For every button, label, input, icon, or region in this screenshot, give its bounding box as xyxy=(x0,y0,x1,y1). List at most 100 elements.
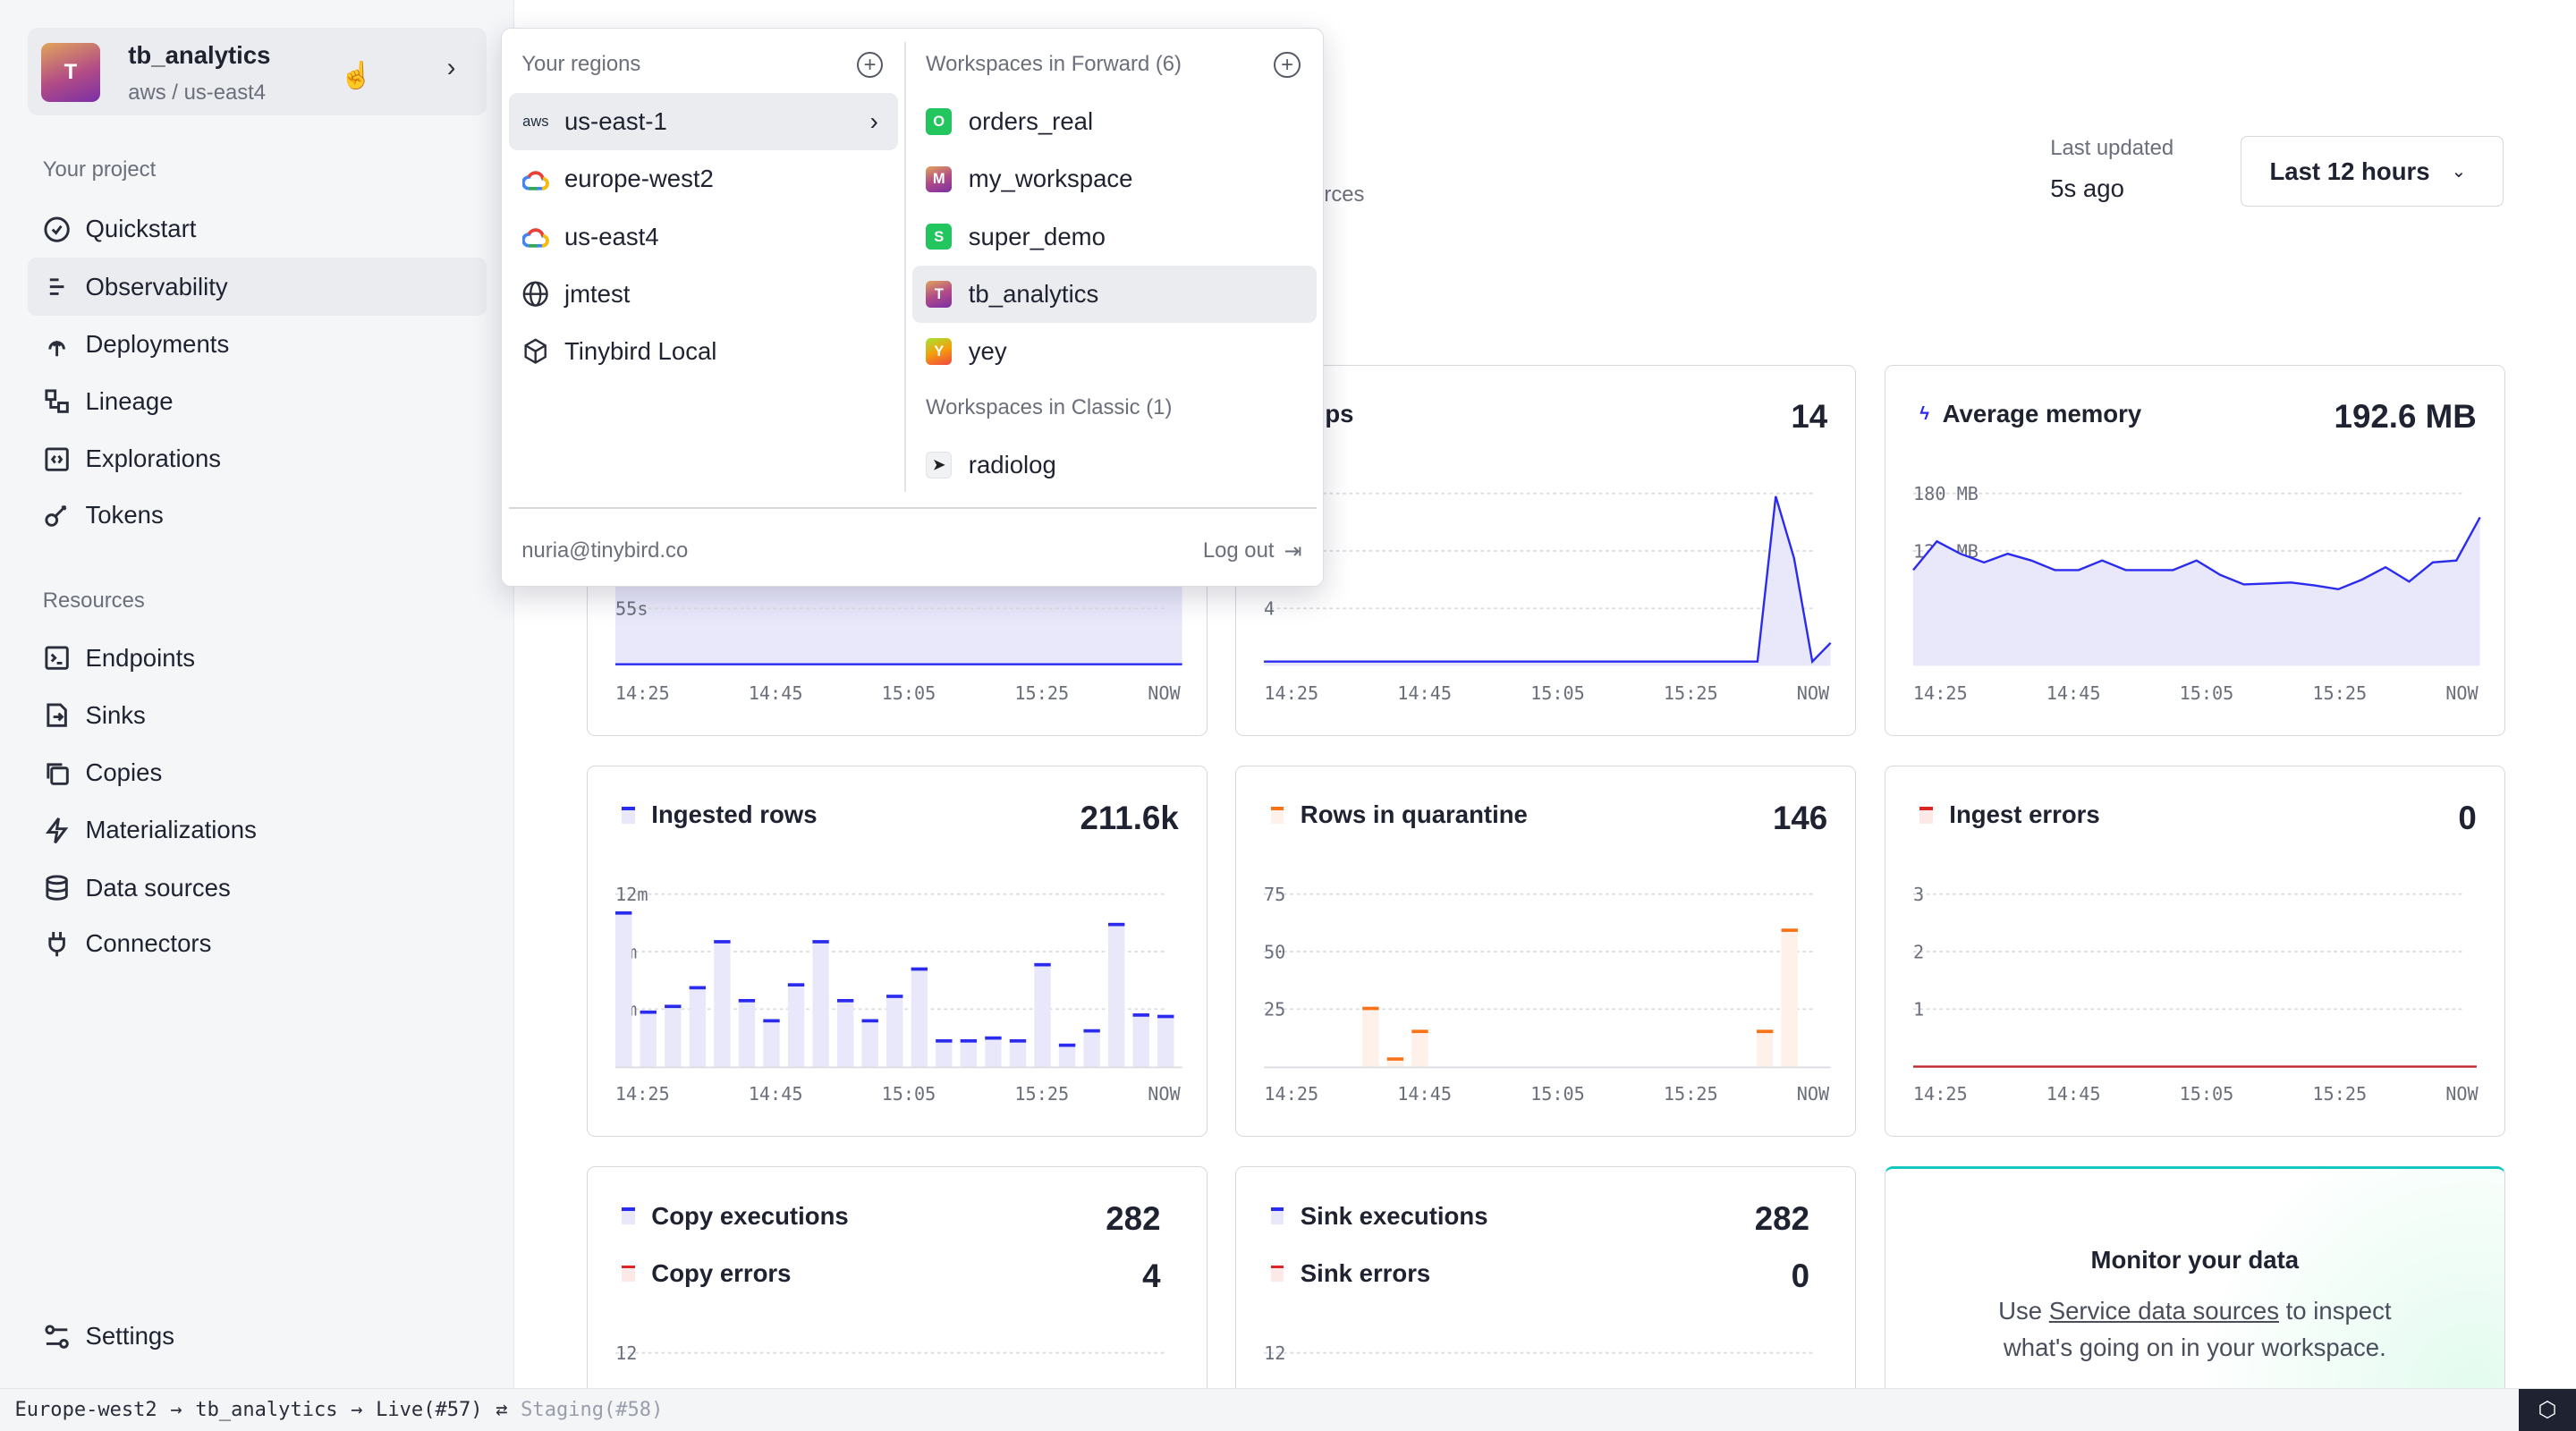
add-workspace-icon[interactable]: + xyxy=(1274,51,1301,79)
sidebar-item-quickstart[interactable]: Quickstart xyxy=(28,200,486,258)
cube-button-icon[interactable]: ⬡ xyxy=(2518,1389,2576,1431)
bar-cap xyxy=(640,1011,657,1014)
workspace-label: my_workspace xyxy=(968,165,1133,193)
sidebar-item-observability[interactable]: Observability xyxy=(28,258,487,316)
bar xyxy=(1781,928,1799,1067)
divider xyxy=(508,506,1318,509)
bar xyxy=(1157,1015,1174,1067)
chevron-down-icon: ⌄ xyxy=(2451,162,2467,182)
x-tick-label: 15:05 xyxy=(1530,1083,1585,1105)
sidebar-item-tokens[interactable]: Tokens xyxy=(28,487,486,544)
sidebar-item-lineage[interactable]: Lineage xyxy=(28,373,486,430)
y-tick-label: 50 xyxy=(1264,942,1285,963)
card-value: 282 xyxy=(1106,1199,1161,1237)
card-ingest-errors[interactable]: Ingest errors 0 3 2 1 14:25 14:45 15:05 15:25… xyxy=(1884,765,2505,1137)
classic-list: ➤ radiolog xyxy=(912,436,1317,494)
sidebar-item-materializations[interactable]: Materializations xyxy=(28,801,486,859)
tokens-icon xyxy=(45,505,67,527)
sidebar-item-data-sources[interactable]: Data sources xyxy=(28,859,486,917)
endpoints-icon xyxy=(45,646,69,670)
bar xyxy=(689,986,706,1067)
page-subtitle-fragment: rces xyxy=(1324,182,1365,207)
bar xyxy=(763,1019,780,1067)
sidebar-item-endpoints[interactable]: Endpoints xyxy=(28,629,486,686)
card-monitor-your-data: Monitor your data Use Service data sourc… xyxy=(1884,1166,2505,1388)
region-item[interactable]: us-east4 xyxy=(509,207,898,265)
region-item[interactable]: aws us-east-1 › xyxy=(508,92,898,151)
x-tick-label: NOW xyxy=(1148,1083,1181,1105)
sidebar-item-sinks[interactable]: Sinks xyxy=(28,687,486,744)
x-tick-label: 15:25 xyxy=(1014,1083,1070,1105)
bar xyxy=(985,1037,1002,1067)
card-ingested-rows[interactable]: Ingested rows 211.6k 12m8m4m 14:2514:451… xyxy=(586,765,1208,1137)
legend-marker xyxy=(622,1265,635,1283)
google-cloud-icon xyxy=(521,165,549,193)
card-title: Ingest errors xyxy=(1919,800,2100,829)
workspace-item[interactable]: ➤ radiolog xyxy=(912,436,1317,494)
x-tick-label: 15:05 xyxy=(881,682,936,705)
bar xyxy=(960,1039,977,1067)
y-tick-label: 12 xyxy=(1264,1342,1285,1364)
card-copy-executions[interactable]: Copy executions 282 Copy errors 4 12 xyxy=(586,1166,1208,1400)
sidebar-item-connectors[interactable]: Connectors xyxy=(28,915,486,972)
bar xyxy=(886,995,903,1067)
region-item[interactable]: europe-west2 xyxy=(509,150,898,207)
sidebar-item-label: Quickstart xyxy=(85,215,197,243)
workspace-label: radiolog xyxy=(968,450,1056,478)
sidebar-item-label: Deployments xyxy=(85,329,230,358)
sidebar: T tb_analytics aws / us-east4 ☝ › Your p… xyxy=(0,0,514,1388)
breadcrumb-region[interactable]: Europe-west2 xyxy=(14,1398,157,1421)
card-title-text: Ingested rows xyxy=(651,800,818,829)
workspace-avatar: M xyxy=(926,165,953,192)
logout-button[interactable]: Log out ⇥ xyxy=(1203,538,1302,564)
sidebar-item-deployments[interactable]: Deployments xyxy=(28,316,486,373)
area-fill xyxy=(1912,517,2480,666)
sidebar-item-copies[interactable]: Copies xyxy=(28,744,486,801)
x-tick-label: 15:25 xyxy=(1663,682,1718,705)
time-range-select[interactable]: Last 12 hours ⌄ xyxy=(2241,136,2504,207)
card-title: Rows in quarantine xyxy=(1270,800,1528,829)
region-item[interactable]: jmtest xyxy=(509,266,898,323)
card-average-memory[interactable]: ϟ Average memory 192.6 MB 180 MB120 MB60 … xyxy=(1884,364,2505,736)
breadcrumb-live[interactable]: Live(#57) xyxy=(376,1398,483,1421)
card-sink-executions[interactable]: Sink executions 282 Sink errors 0 12 xyxy=(1235,1166,1857,1400)
bar-cap xyxy=(1132,1013,1149,1018)
breadcrumb-staging[interactable]: Staging(#58) xyxy=(521,1398,664,1421)
card-value: 192.6 MB xyxy=(2334,398,2477,436)
regions-list: aws us-east-1 › europe-west2 us-east4 jmte… xyxy=(508,92,898,380)
chart: 180 MB120 MB60 MB xyxy=(1912,483,2481,666)
service-data-sources-link[interactable]: Service data sources xyxy=(2048,1297,2279,1325)
x-tick-label: 14:25 xyxy=(614,682,670,705)
breadcrumb-workspace[interactable]: tb_analytics xyxy=(195,1398,338,1421)
sidebar-item-explorations[interactable]: Explorations xyxy=(28,430,486,487)
card-requests[interactable]: ps 14 4 14:25 14:45 15:05 15:25 NOW xyxy=(1235,364,1857,736)
x-tick-label: 15:05 xyxy=(2179,1083,2234,1105)
card-rows-in-quarantine[interactable]: Rows in quarantine 146 75 50 25 14:25 14:45… xyxy=(1235,765,1857,1137)
card-title: Copy executions xyxy=(622,1202,849,1231)
cube-icon xyxy=(521,338,549,366)
copies-icon xyxy=(47,762,69,785)
add-region-icon[interactable]: + xyxy=(856,51,884,79)
bar-cap xyxy=(1009,1039,1027,1044)
sidebar-item-settings[interactable]: Settings xyxy=(28,1308,486,1365)
bar xyxy=(738,999,756,1067)
monitor-text-pre: Use xyxy=(1998,1297,2049,1325)
region-label: us-east4 xyxy=(564,222,659,250)
x-tick-label: 14:25 xyxy=(1264,682,1319,705)
workspace-selector[interactable]: T tb_analytics aws / us-east4 ☝ › xyxy=(28,28,487,115)
section-your-project: Your project xyxy=(42,157,157,182)
workspace-label: tb_analytics xyxy=(968,279,1099,308)
x-tick-label: NOW xyxy=(1796,682,1830,705)
y-tick-label: 180 MB xyxy=(1913,483,1979,504)
arrow-right-icon: → xyxy=(170,1398,182,1421)
region-item[interactable]: Tinybird Local xyxy=(509,323,898,380)
x-tick-label: 14:25 xyxy=(1912,682,1968,705)
sidebar-item-label: Data sources xyxy=(85,873,231,902)
y-tick-label: 55s xyxy=(615,598,648,620)
